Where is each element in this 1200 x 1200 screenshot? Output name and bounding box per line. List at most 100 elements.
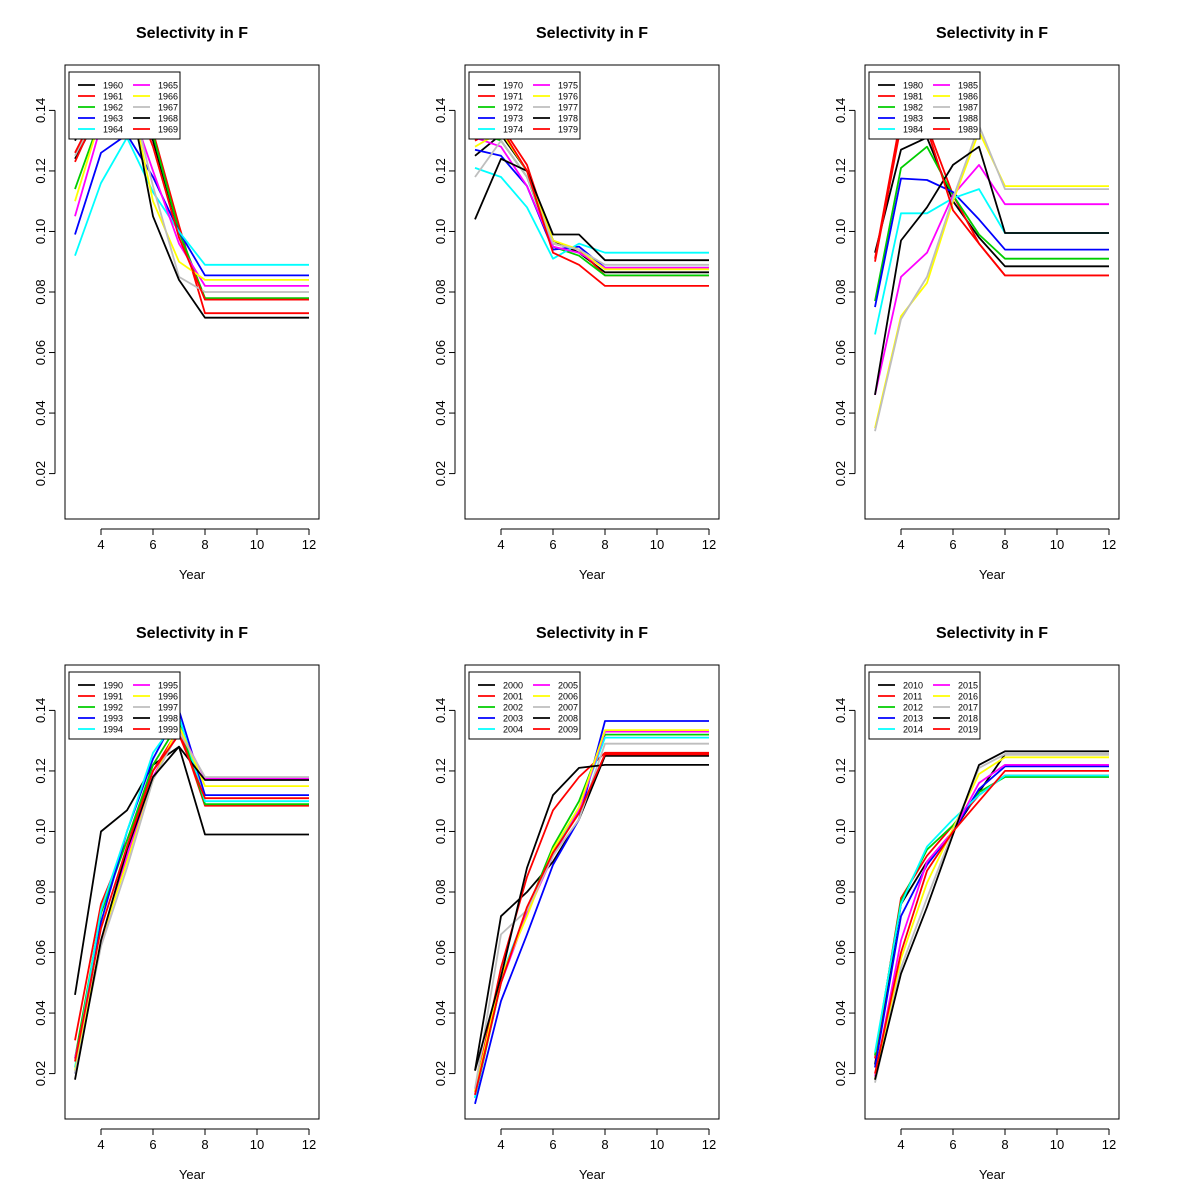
plot-frame — [64, 664, 320, 1120]
y-tick-label: 0.04 — [433, 1000, 448, 1025]
legend-label: 1990 — [103, 681, 123, 691]
legend-label: 1986 — [958, 92, 978, 102]
series-line-1985 — [874, 163, 1109, 396]
series-group — [474, 124, 709, 287]
chart-title: Selectivity in F — [536, 625, 648, 642]
legend-label: 1979 — [558, 125, 578, 135]
y-tick-label: 0.14 — [33, 698, 48, 723]
series-group — [474, 720, 709, 1105]
y-tick-label: 0.02 — [433, 461, 448, 486]
legend-label: 2017 — [958, 703, 978, 713]
legend-label: 1963 — [103, 114, 123, 124]
x-tick-label: 12 — [1102, 537, 1116, 552]
legend-label: 1976 — [558, 92, 578, 102]
series-line-1973 — [474, 148, 709, 269]
series-line-2019 — [874, 769, 1109, 1074]
x-tick-label: 8 — [1001, 1137, 1008, 1152]
x-tick-label: 8 — [1001, 537, 1008, 552]
legend-label: 2013 — [903, 714, 923, 724]
x-axis-label: Year — [579, 567, 606, 582]
plot-frame — [464, 664, 720, 1120]
y-tick-label: 0.14 — [433, 698, 448, 723]
series-line-1997 — [74, 730, 309, 1074]
legend-label: 1966 — [158, 92, 178, 102]
legend-label: 1974 — [503, 125, 523, 135]
legend-label: 1988 — [958, 114, 978, 124]
y-tick-label: 0.04 — [833, 1000, 848, 1025]
legend-label: 1972 — [503, 103, 523, 113]
series-line-1974 — [474, 167, 709, 260]
chart-panel-3: Selectivity in F 4 6 8 10 12 Year 0.02 0.04 0.06 0… — [833, 25, 1120, 582]
legend-label: 2000 — [503, 681, 523, 691]
y-tick-label: 0.14 — [433, 98, 448, 123]
y-tick-label: 0.08 — [433, 879, 448, 904]
legend-label: 2014 — [903, 725, 923, 735]
y-tick-label: 0.10 — [833, 819, 848, 844]
legend-label: 1992 — [103, 703, 123, 713]
legend-label: 2003 — [503, 714, 523, 724]
y-tick-label: 0.06 — [833, 940, 848, 965]
legend-label: 1989 — [958, 125, 978, 135]
series-line-1998 — [74, 745, 309, 1080]
y-tick-label: 0.10 — [433, 819, 448, 844]
y-tick-label: 0.08 — [833, 879, 848, 904]
y-tick-label: 0.02 — [833, 461, 848, 486]
x-tick-label: 6 — [149, 1137, 156, 1152]
legend-label: 1973 — [503, 114, 523, 124]
legend-label: 1998 — [158, 714, 178, 724]
chart-title: Selectivity in F — [936, 25, 1048, 42]
series-line-2009 — [474, 753, 709, 1096]
x-tick-label: 12 — [702, 1137, 716, 1152]
series-line-1987 — [874, 124, 1109, 432]
y-tick-label: 0.12 — [433, 158, 448, 183]
legend-label: 2002 — [503, 703, 523, 713]
chart-title: Selectivity in F — [936, 625, 1048, 642]
plot-frame — [864, 64, 1120, 520]
series-line-1994 — [74, 715, 309, 1068]
series-line-2017 — [874, 753, 1109, 1083]
y-tick-label: 0.04 — [833, 400, 848, 425]
legend-label: 1996 — [158, 692, 178, 702]
chart-panel-5: Selectivity in F 4 6 8 10 12 Year 0.02 0.04 0.06 0… — [433, 625, 720, 1182]
series-group — [874, 115, 1109, 432]
y-tick-label: 0.08 — [833, 279, 848, 304]
series-line-2008 — [474, 763, 709, 1071]
series-line-2011 — [874, 774, 1109, 1059]
legend-label: 1978 — [558, 114, 578, 124]
series-line-1979 — [474, 124, 709, 287]
legend-label: 1971 — [503, 92, 523, 102]
legend-label: 1961 — [103, 92, 123, 102]
x-tick-label: 12 — [702, 537, 716, 552]
legend-label: 1987 — [958, 103, 978, 113]
series-line-1970 — [474, 133, 709, 274]
legend-box — [868, 71, 981, 140]
chart-title: Selectivity in F — [136, 25, 248, 42]
legend-label: 1980 — [903, 81, 923, 91]
x-tick-label: 12 — [1102, 1137, 1116, 1152]
series-line-1982 — [874, 145, 1109, 302]
series-line-1986 — [874, 130, 1109, 429]
legend-box — [468, 71, 581, 140]
legend-label: 2019 — [958, 725, 978, 735]
series-line-2013 — [874, 765, 1109, 1068]
x-axis-label: Year — [179, 1167, 206, 1182]
x-tick-label: 10 — [1050, 537, 1064, 552]
legend-label: 2015 — [958, 681, 978, 691]
legend-box — [868, 671, 981, 740]
legend-label: 1997 — [158, 703, 178, 713]
legend-label: 2008 — [558, 714, 578, 724]
series-line-1980 — [874, 136, 1109, 268]
series-line-2016 — [874, 756, 1109, 1080]
y-tick-label: 0.12 — [433, 758, 448, 783]
y-tick-label: 0.12 — [33, 158, 48, 183]
legend-label: 1964 — [103, 125, 123, 135]
plot-frame — [864, 664, 1120, 1120]
y-tick-label: 0.10 — [33, 219, 48, 244]
x-axis-label: Year — [979, 567, 1006, 582]
y-tick-label: 0.10 — [433, 219, 448, 244]
x-tick-label: 12 — [302, 537, 316, 552]
